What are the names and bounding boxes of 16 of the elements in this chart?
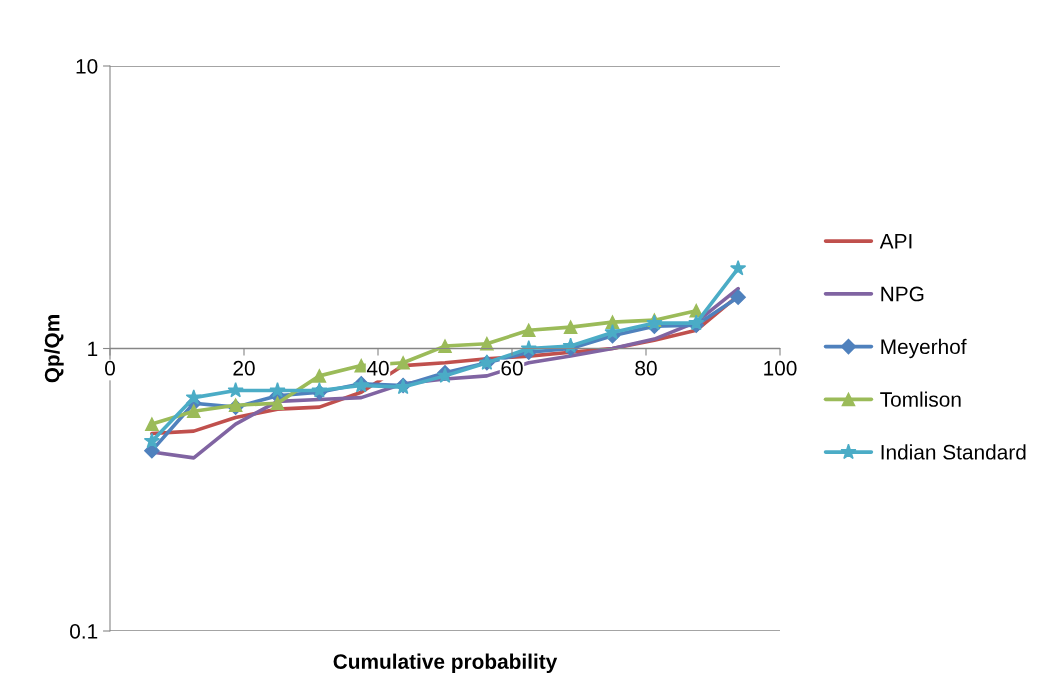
x-tick-label: 0 — [105, 360, 115, 376]
y-tick-label: 0.1 — [70, 624, 98, 639]
legend-label: Meyerhof — [881, 338, 967, 359]
x-tick-label: 80 — [635, 360, 657, 376]
y-tick-label: 1 — [88, 341, 98, 357]
x-tick-label: 100 — [764, 360, 797, 376]
x-axis-title: Cumulative probability — [333, 653, 558, 674]
legend-label: NPG — [881, 286, 924, 302]
y-tick-label: 10 — [76, 59, 98, 74]
legend-label: API — [879, 234, 912, 249]
x-tick-label: 40 — [366, 360, 389, 376]
x-tick-label: 20 — [233, 360, 255, 376]
legend-label: Indian Standard — [881, 444, 1026, 460]
legend-label: Tomlison — [880, 391, 961, 407]
x-tick-label: 60 — [501, 360, 523, 376]
y-axis-title: Qp/Qm — [44, 315, 64, 383]
